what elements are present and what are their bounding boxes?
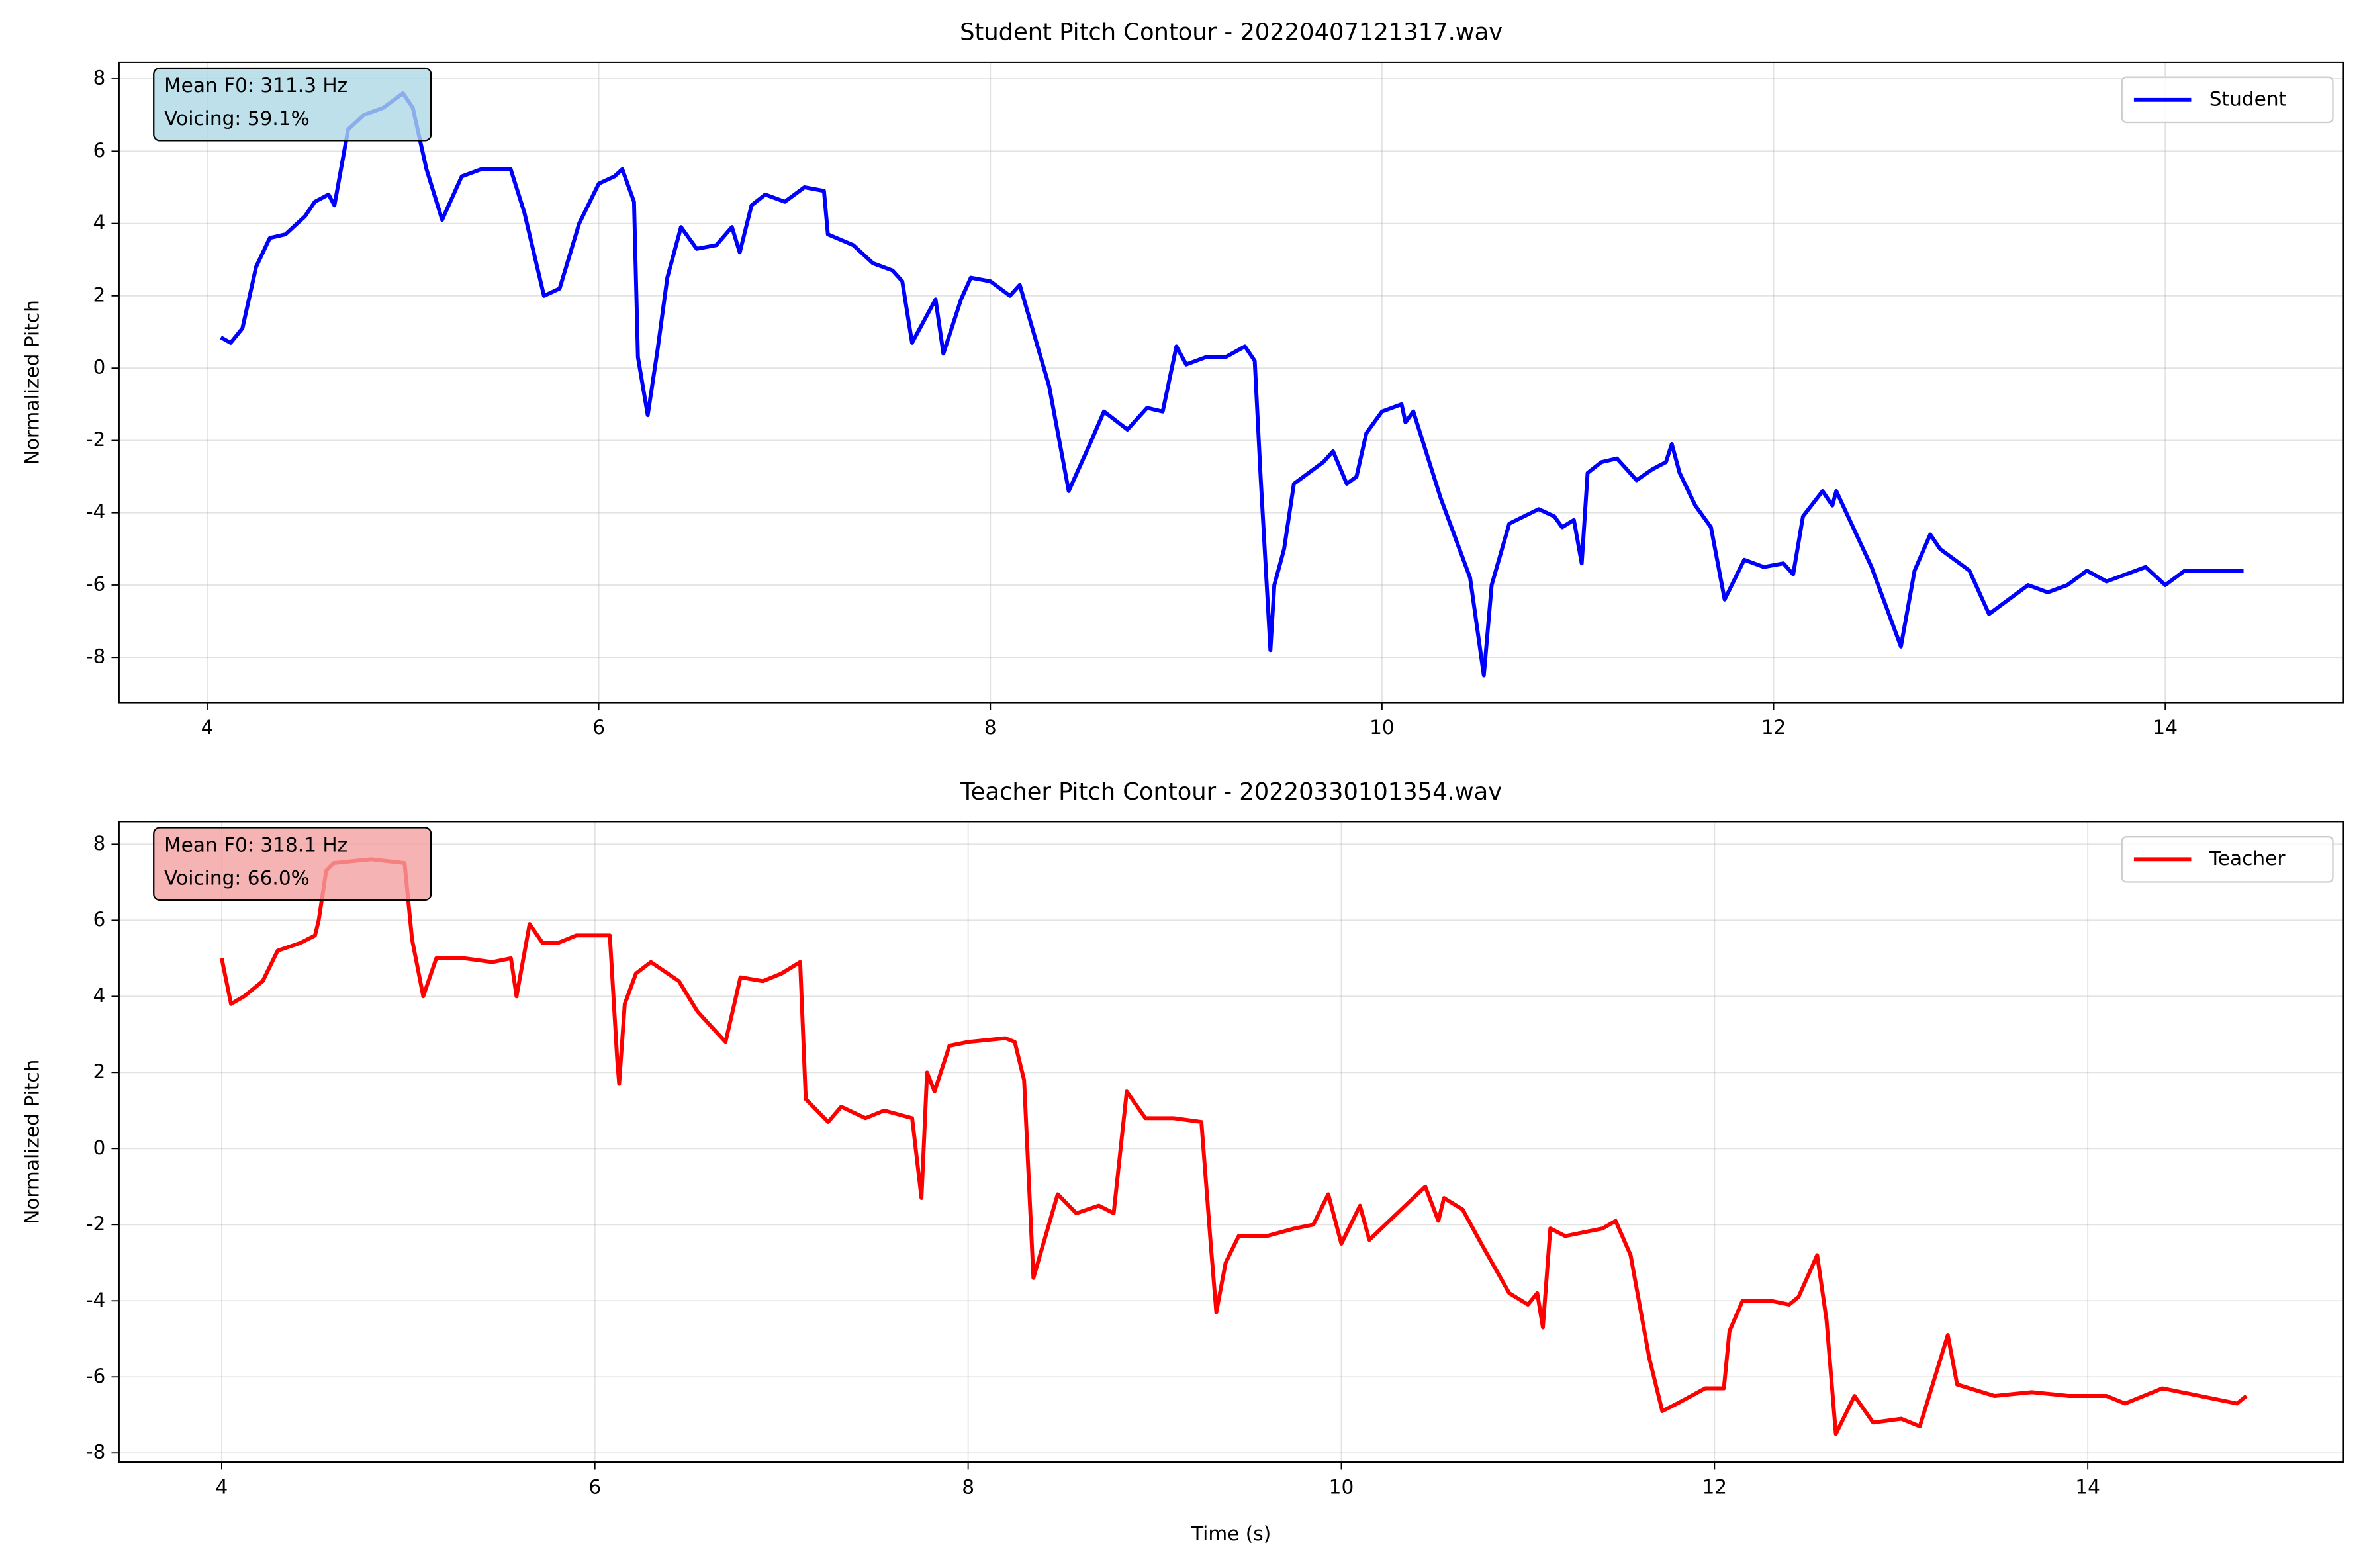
y-tick-label: 8 (93, 67, 106, 89)
stats-box: Mean F0: 311.3 Hz Voicing: 59.1% (153, 67, 432, 142)
x-tick-label: 6 (588, 1475, 601, 1498)
y-tick-label: 6 (93, 908, 106, 931)
y-tick-label: 8 (93, 832, 106, 854)
stats-text: Voicing: 66.0% (164, 866, 310, 889)
stats-box: Mean F0: 318.1 Hz Voicing: 66.0% (153, 827, 432, 901)
x-axis-label: Time (s) (1191, 1522, 1271, 1545)
stats-box-bg (153, 67, 432, 142)
legend-box (2121, 836, 2334, 883)
y-tick-label: -4 (86, 500, 106, 523)
legend-label: Student (2209, 87, 2286, 110)
x-tick-label: 10 (1369, 716, 1395, 739)
x-tick-label: 14 (2075, 1475, 2100, 1498)
x-tick-label: 12 (1761, 716, 1786, 739)
y-tick-label: 0 (93, 1136, 106, 1159)
chart-title: Student Pitch Contour - 20220407121317.w… (960, 19, 1503, 46)
x-tick-label: 4 (201, 716, 214, 739)
pitch-line (220, 857, 2248, 1436)
y-tick-label: -6 (86, 573, 106, 595)
x-tick-label: 8 (962, 1475, 974, 1498)
y-tick-label: 6 (93, 139, 106, 161)
legend: Teacher (2121, 836, 2334, 883)
plot-frame (118, 61, 2344, 704)
legend: Student (2121, 76, 2334, 124)
stats-text: Mean F0: 318.1 Hz (164, 833, 348, 856)
stats-box-bg (153, 827, 432, 901)
stats-text: Mean F0: 311.3 Hz (164, 74, 348, 97)
x-tick-label: 12 (1702, 1475, 1727, 1498)
y-axis-label: Normalized Pitch (21, 1060, 44, 1224)
legend-box (2121, 76, 2334, 124)
legend-label: Teacher (2209, 847, 2286, 870)
y-tick-label: 4 (93, 984, 106, 1007)
x-tick-label: 6 (592, 716, 605, 739)
y-tick-label: -2 (86, 1213, 106, 1235)
y-tick-label: -8 (86, 1441, 106, 1463)
x-tick-label: 8 (984, 716, 997, 739)
x-tick-label: 4 (216, 1475, 228, 1498)
stats-text: Voicing: 59.1% (164, 107, 310, 130)
plot-frame (118, 821, 2344, 1463)
y-tick-label: -6 (86, 1365, 106, 1387)
y-tick-label: 2 (93, 283, 106, 306)
y-tick-label: 0 (93, 356, 106, 379)
y-tick-label: 4 (93, 211, 106, 234)
chart-title: Teacher Pitch Contour - 20220330101354.w… (960, 778, 1502, 806)
pitch-line (220, 91, 2244, 678)
x-tick-label: 10 (1329, 1475, 1354, 1498)
y-tick-label: -8 (86, 645, 106, 668)
x-tick-label: 14 (2153, 716, 2178, 739)
y-axis-label: Normalized Pitch (21, 300, 44, 465)
y-tick-label: -2 (86, 428, 106, 451)
y-tick-label: -4 (86, 1289, 106, 1311)
y-tick-label: 2 (93, 1060, 106, 1083)
